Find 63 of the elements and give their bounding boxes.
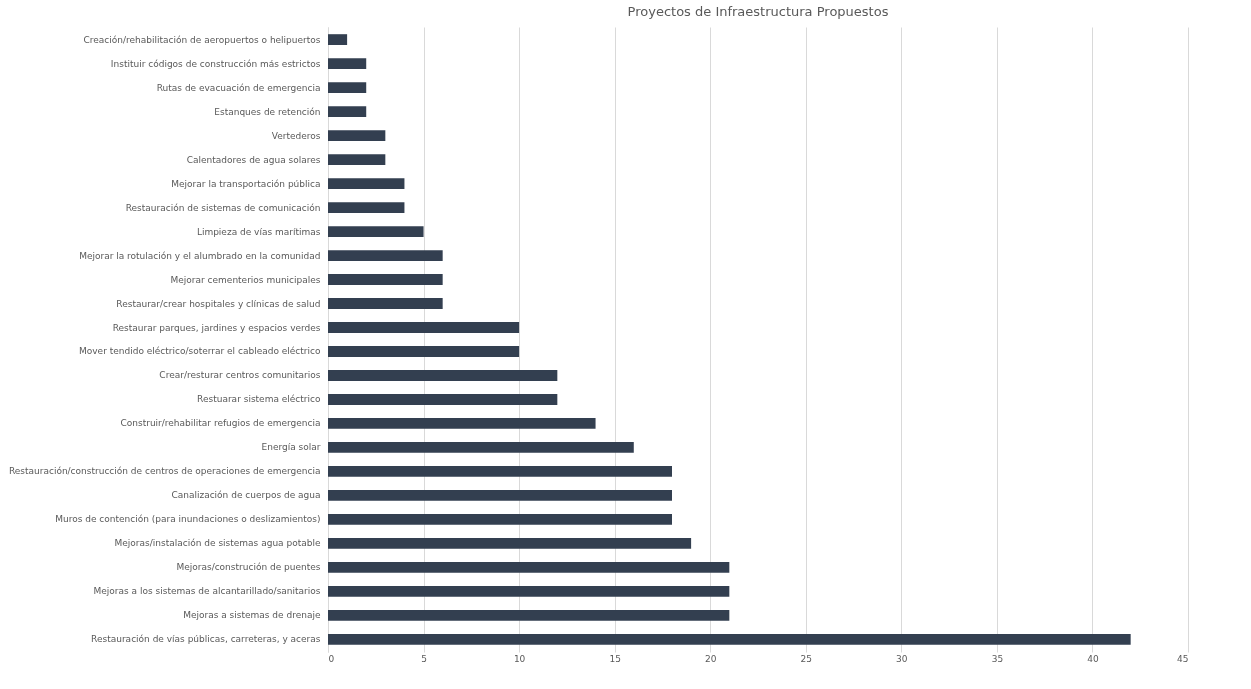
bar	[328, 250, 443, 261]
x-tick-label: 5	[421, 653, 427, 664]
y-tick-label: Limpieza de vías marítimas	[196, 226, 321, 237]
x-tick-label: 35	[991, 653, 1004, 664]
bar	[328, 442, 634, 453]
x-tick-label: 0	[328, 653, 335, 664]
bar	[328, 178, 405, 189]
y-tick-label: Restaurar parques, jardines y espacios verdes	[112, 322, 321, 333]
chart-title: Proyectos de Infraestructura Propuestos	[627, 4, 889, 19]
y-tick-label: Mejorar la rotulación y el alumbrado en la comunidad	[79, 250, 321, 261]
bar	[328, 538, 692, 549]
bar	[328, 106, 367, 117]
bar	[328, 154, 386, 165]
y-tick-label: Restauración de vías públicas, carreteras, y aceras	[91, 634, 321, 645]
y-tick-label: Restauración de sistemas de comunicación	[125, 202, 321, 213]
x-tick-label: 15	[609, 653, 621, 664]
bar	[328, 346, 520, 357]
bar	[328, 514, 672, 525]
y-tick-label: Instituir códigos de construcción más estrictos	[110, 58, 321, 69]
y-tick-label: Muros de contención (para inundaciones o deslizamientos)	[55, 514, 321, 525]
y-tick-label: Estanques de retención	[214, 106, 321, 117]
bar	[328, 82, 367, 93]
bar	[328, 274, 443, 285]
y-tick-label: Creación/rehabilitación de aeropuertos o helipuertos	[83, 34, 321, 45]
y-tick-label: Vertederos	[271, 130, 321, 141]
bar	[328, 610, 730, 621]
y-tick-label: Canalización de cuerpos de agua	[171, 490, 321, 501]
bar	[328, 394, 558, 405]
bar	[328, 490, 672, 501]
bar	[328, 298, 443, 309]
y-tick-label: Mover tendido eléctrico/soterrar el cableado eléctrico	[79, 346, 321, 357]
bar	[328, 58, 367, 69]
y-tick-label: Mejoras a sistemas de drenaje	[183, 610, 321, 621]
bar	[328, 130, 386, 141]
y-tick-label: Mejoras/instalación de sistemas agua potable	[114, 538, 321, 549]
x-tick-label: 45	[1177, 653, 1189, 664]
y-tick-label: Mejorar cementerios municipales	[170, 274, 321, 285]
y-tick-label: Mejoras/construción de puentes	[176, 562, 321, 573]
bar	[328, 226, 424, 237]
x-tick-label: 30	[896, 653, 908, 664]
y-tick-label: Mejorar la transportación pública	[171, 178, 321, 189]
bar	[328, 34, 348, 45]
bar	[328, 562, 730, 573]
bar	[328, 634, 1131, 645]
bar	[328, 202, 405, 213]
y-tick-label: Calentadores de agua solares	[186, 154, 321, 165]
y-tick-label: Mejoras a los sistemas de alcantarillado/sanitarios	[93, 586, 321, 597]
y-tick-label: Crear/resturar centros comunitarios	[159, 370, 321, 381]
x-tick-label: 40	[1087, 653, 1099, 664]
bar	[328, 370, 558, 381]
bar	[328, 418, 596, 429]
y-tick-label: Construir/rehabilitar refugios de emergencia	[120, 418, 321, 429]
y-tick-label: Energía solar	[261, 442, 321, 453]
bar	[328, 322, 520, 333]
y-tick-label: Restuarar sistema eléctrico	[197, 394, 321, 405]
y-tick-label: Restauración/construcción de centros de operaciones de emergencia	[8, 466, 321, 477]
bar	[328, 466, 672, 477]
bar	[328, 586, 730, 597]
y-tick-label: Restaurar/crear hospitales y clínicas de salud	[116, 298, 321, 309]
x-tick-label: 20	[705, 653, 717, 664]
y-tick-label: Rutas de evacuación de emergencia	[156, 82, 321, 93]
x-tick-label: 25	[800, 653, 812, 664]
x-tick-label: 10	[513, 653, 526, 664]
